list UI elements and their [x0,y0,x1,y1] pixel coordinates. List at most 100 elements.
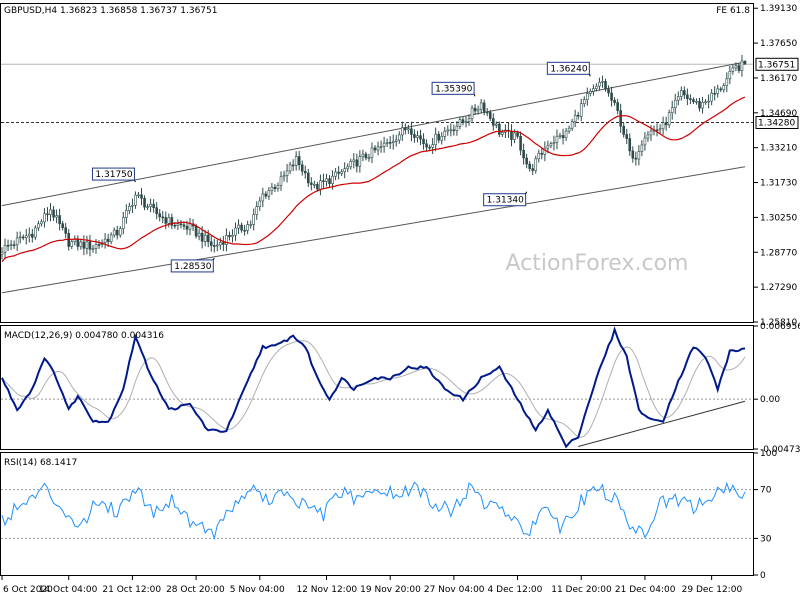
candle-body [622,125,625,135]
rsi-y-tick-label: 0 [760,571,766,581]
candle-body [683,90,686,96]
candle-body [479,102,483,110]
price-panel: 1.39130 1.37650 1.36170 1.34690 1.33210 1.317… [0,4,799,328]
candle-body [401,127,404,136]
candle-body [467,118,471,122]
candle-body [358,156,362,167]
candle-body [631,150,635,159]
candle-body [176,223,180,226]
candle-body [188,223,192,230]
candle-body [91,248,95,250]
candle-body [413,134,416,138]
candle-body [225,234,228,245]
annotation-label: 1.31750 [95,170,132,180]
candle-body [206,234,210,243]
macd-trendline [578,400,746,447]
candle-body [628,138,632,152]
annotation-box [91,167,135,181]
candle-body [21,236,25,239]
candle-body [352,159,356,162]
annotation-box [546,61,590,75]
price-y-tick-label: 1.33210 [760,144,797,154]
candle-body [595,85,598,89]
candle-body [710,92,713,102]
candle-body [231,234,234,237]
candle-body [701,101,704,109]
annotation-leader [588,74,591,77]
candle-body [46,213,49,216]
candle-body [294,156,298,166]
candle-body [491,118,495,126]
candle-body [240,224,243,231]
candle-body [58,215,61,224]
annotation-leader [473,94,476,97]
candle-body [34,227,37,238]
rsi-y-tick-label: 30 [760,534,772,544]
candle-body [122,217,125,229]
candle-body [661,122,665,130]
candle-body [370,147,374,159]
x-tick-label: 12 Nov 12:00 [296,585,357,595]
candle-body [707,100,710,103]
candle-body [376,146,380,151]
candle-body [297,156,301,166]
candle-body [488,112,492,119]
rsi-y-tick-label: 70 [760,486,772,496]
candle-body [725,78,729,86]
candle-body [173,224,177,227]
support-level-label-box [755,115,799,129]
candle-body [273,186,277,189]
candle-body [112,229,116,236]
candle-body [713,92,716,95]
price-y-tick-label: 1.37650 [760,39,797,49]
x-tick-label: 5 Nov 04:00 [230,585,285,595]
candle-body [328,178,331,184]
candle-body [255,206,259,215]
rsi-line [1,481,746,541]
candle-body [252,214,256,225]
candle-body [719,88,723,91]
candle-body [331,175,334,184]
candle-body [549,143,553,147]
candle-body [306,172,310,184]
candle-body [27,233,31,237]
candle-body [279,176,283,186]
candle-body [319,180,322,190]
candle-body [222,242,225,245]
rsi-y-tick-label: 100 [760,449,777,459]
candle-body [103,238,107,243]
candle-body [649,130,653,136]
candle-body [343,168,346,172]
candle-body [607,88,610,94]
candle-body [619,110,622,127]
candle-body [613,99,616,103]
candle-body [349,161,353,168]
candle-body [76,238,80,247]
moving-average-line [1,96,746,262]
annotation-leader [212,257,215,261]
price-y-tick-label: 1.34690 [760,109,797,119]
candle-body [397,134,401,141]
candle-body [391,141,395,143]
candle-body [576,114,580,117]
candle-body [258,200,262,207]
candle-body [285,170,289,176]
indicator-label: FE 61.8 [716,6,750,16]
price-y-tick-label: 1.28770 [760,248,797,258]
candle-body [313,184,316,186]
candle-body [534,158,538,171]
candle-body [461,119,465,123]
candle-body [482,102,486,113]
candle-body [322,180,325,183]
candle-body [158,213,161,218]
candle-body [528,163,531,169]
candle-body [143,197,146,208]
candle-body [464,121,468,123]
candle-body [455,125,459,131]
candle-body [582,99,586,104]
x-tick-label: 21 Dec 04:00 [615,585,676,595]
candle-body [394,139,398,142]
candle-body [722,85,726,91]
